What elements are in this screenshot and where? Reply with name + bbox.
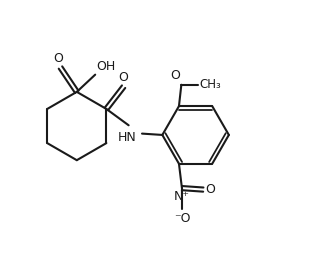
Text: N⁺: N⁺ xyxy=(174,190,190,203)
Text: O: O xyxy=(205,183,215,196)
Text: HN: HN xyxy=(118,131,137,144)
Text: O: O xyxy=(53,52,63,64)
Text: O: O xyxy=(170,69,180,82)
Text: ⁻O: ⁻O xyxy=(174,212,190,225)
Text: OH: OH xyxy=(97,60,116,73)
Text: CH₃: CH₃ xyxy=(199,78,221,91)
Text: O: O xyxy=(119,71,128,84)
